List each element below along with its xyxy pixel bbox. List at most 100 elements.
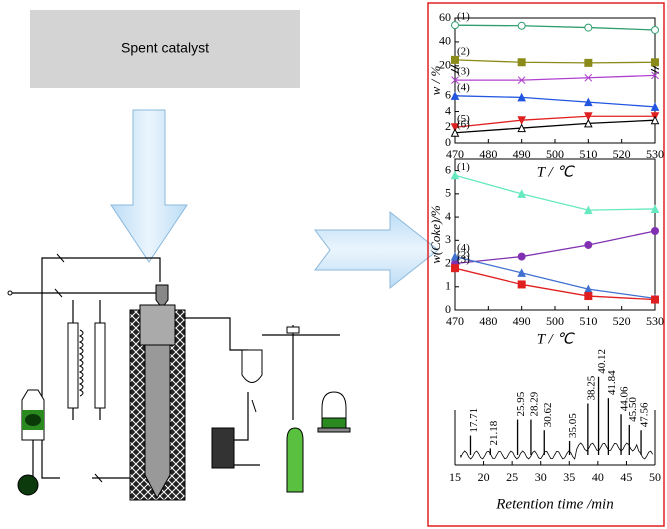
x-tick-label: 520 <box>613 314 631 328</box>
x-tick-label: 530 <box>646 147 664 161</box>
y-tick-label: 3 <box>445 232 451 246</box>
x-tick-label: 25 <box>506 470 518 484</box>
down-arrow <box>110 109 188 263</box>
x-tick-label: 490 <box>513 314 531 328</box>
marker <box>584 205 593 215</box>
marker <box>450 170 460 180</box>
marker <box>517 123 526 133</box>
peak-label: 44.06 <box>619 386 631 411</box>
x-tick-label: 490 <box>513 147 531 161</box>
marker <box>584 58 593 67</box>
marker <box>517 58 526 67</box>
series-line <box>454 255 656 300</box>
marker <box>451 55 459 64</box>
baseline-trace <box>460 442 654 460</box>
y-axis-title: w(Coke)/% <box>428 205 443 264</box>
right-arrow <box>314 210 439 290</box>
marker <box>517 268 526 277</box>
x-tick-label: 500 <box>546 314 564 328</box>
peak-label: 30.62 <box>542 403 554 428</box>
catalyst-box <box>30 10 300 88</box>
marker <box>450 251 460 261</box>
peak-label: 45.50 <box>627 397 639 422</box>
marker <box>584 112 593 121</box>
y-tick-label: 6 <box>445 162 451 176</box>
peak-label: 47.56 <box>639 402 651 427</box>
marker <box>584 97 593 107</box>
series-label: (1) <box>457 161 470 173</box>
series-label: (2) <box>457 249 470 261</box>
x-axis-title: T / ℃ <box>537 164 576 180</box>
marker <box>517 252 526 261</box>
x-tick-label: 480 <box>479 147 497 161</box>
series-label: (1) <box>457 11 470 23</box>
y-tick-label: 6 <box>445 88 451 102</box>
marker <box>517 92 526 102</box>
x-tick-label: 520 <box>613 147 631 161</box>
peak-label: 25.95 <box>515 391 527 416</box>
x-tick-label: 30 <box>535 470 547 484</box>
peak-label: 40.12 <box>596 349 608 374</box>
box-label: Spent catalyst <box>121 40 209 56</box>
series-line <box>454 24 656 31</box>
series-line <box>454 119 656 134</box>
x-tick-label: 470 <box>446 314 464 328</box>
marker <box>650 204 660 213</box>
x-tick-label: 20 <box>478 470 490 484</box>
y-tick-label: 5 <box>445 186 451 200</box>
marker <box>517 189 526 198</box>
series-label: (5) <box>457 113 470 125</box>
series-label: (3) <box>457 66 470 78</box>
x-tick-label: 470 <box>446 147 464 161</box>
marker <box>517 76 526 84</box>
y-tick-label: 1 <box>445 279 451 293</box>
series-label: (3) <box>457 254 470 266</box>
marker <box>651 295 659 304</box>
y-tick-label: 0 <box>445 302 451 316</box>
plot-frame <box>454 158 656 311</box>
peak-label: 17.71 <box>468 408 480 433</box>
series-label: (4) <box>457 242 470 254</box>
y-tick-label: 20 <box>439 58 451 72</box>
marker <box>584 240 593 249</box>
marker <box>450 128 460 137</box>
x-tick-label: 40 <box>592 470 604 484</box>
y-tick-label: 40 <box>439 34 451 48</box>
peak-label: 35.05 <box>567 413 579 438</box>
marker <box>584 118 593 128</box>
x-axis-title: T / ℃ <box>537 331 576 347</box>
marker <box>650 102 660 111</box>
y-tick-label: 0 <box>445 135 451 149</box>
series-line <box>454 95 656 108</box>
axis-break <box>450 64 660 74</box>
x-tick-label: 510 <box>579 147 597 161</box>
marker <box>651 71 659 80</box>
marker <box>584 23 593 32</box>
marker <box>451 76 459 84</box>
y-axis-title: w / % <box>428 66 443 96</box>
marker <box>584 73 593 82</box>
marker <box>651 25 659 34</box>
x-tick-label: 500 <box>546 147 564 161</box>
y-tick-label: 2 <box>445 255 451 269</box>
peak-label: 28.29 <box>528 391 540 416</box>
marker <box>450 91 460 100</box>
series-line <box>454 267 656 301</box>
marker <box>451 21 459 30</box>
y-tick-label: 2 <box>445 119 451 133</box>
result-frame <box>427 2 665 527</box>
series-line <box>454 230 656 265</box>
x-axis-title: Retention time /min <box>495 496 613 512</box>
peak-label: 21.18 <box>488 420 500 445</box>
y-tick-label: 4 <box>445 209 451 223</box>
y-tick-label: 4 <box>445 103 451 117</box>
x-tick-label: 480 <box>479 314 497 328</box>
peak-label: 41.84 <box>606 370 618 395</box>
x-tick-label: 50 <box>649 470 661 484</box>
x-tick-label: 530 <box>646 314 664 328</box>
x-tick-label: 510 <box>579 314 597 328</box>
marker <box>517 116 526 125</box>
marker <box>450 123 460 132</box>
x-tick-label: 15 <box>449 470 461 484</box>
